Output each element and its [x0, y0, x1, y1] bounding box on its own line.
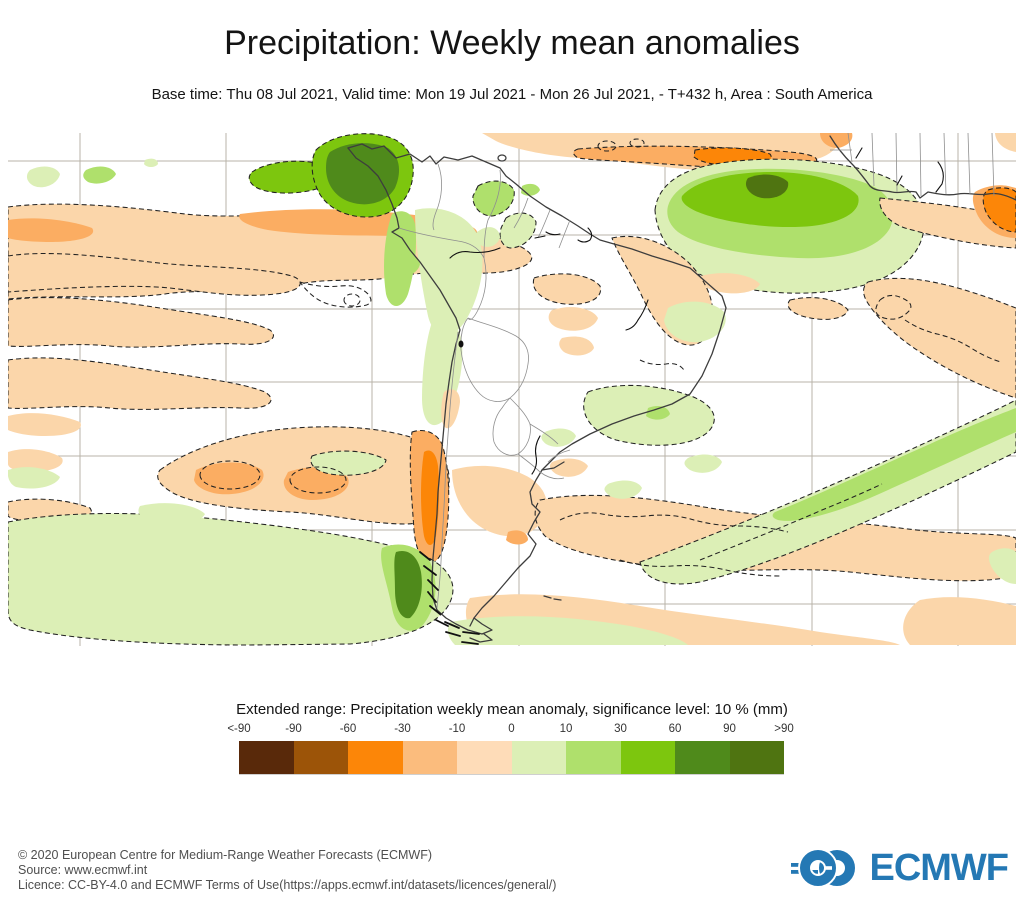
significance-contours: [199, 138, 1002, 577]
legend-swatch: [239, 741, 294, 774]
legend-tick-label: 90: [723, 723, 736, 735]
anomaly-fill-regions: [8, 133, 1016, 646]
legend-swatch: [566, 741, 621, 774]
licence-text: Licence: CC-BY-4.0 and ECMWF Terms of Us…: [18, 878, 557, 892]
legend-tick-label: -30: [394, 723, 411, 735]
footer: © 2020 European Centre for Medium-Range …: [18, 848, 556, 893]
legend-tick-label: >90: [774, 723, 794, 735]
legend-tick-label: <-90: [227, 723, 251, 735]
legend-swatch: [511, 741, 566, 774]
ecmwf-logo: ECMWF: [791, 845, 1009, 891]
colorbar-ticks: <-90 -90 -60 -30 -10 0 10 30 60 90 >90: [227, 723, 793, 738]
legend-swatch: [457, 741, 512, 774]
legend-swatch: [402, 741, 457, 774]
legend-swatch: [348, 741, 403, 774]
copyright-text: © 2020 European Centre for Medium-Range …: [18, 848, 433, 862]
ecmwf-logo-text: ECMWF: [869, 847, 1009, 889]
page-title: Precipitation: Weekly mean anomalies: [224, 24, 800, 62]
legend-tick-label: 10: [559, 723, 573, 735]
source-text: Source: www.ecmwf.int: [18, 863, 148, 877]
colorbar-swatches: [239, 741, 784, 775]
colorbar: <-90 -90 -60 -30 -10 0 10 30 60 90 >90: [227, 723, 794, 775]
legend-swatch: [293, 741, 348, 774]
map-coastlines: [347, 133, 1016, 645]
legend-swatch: [620, 741, 675, 774]
ecmwf-logo-mark: [791, 848, 856, 888]
legend-tick-label: -60: [339, 723, 357, 735]
legend-tick-label: 60: [668, 723, 682, 735]
legend-swatch: [675, 741, 730, 774]
legend-tick-label: -10: [448, 723, 466, 735]
legend-tick-label: 0: [508, 723, 515, 735]
legend-swatch: [729, 741, 784, 774]
anomaly-map: [8, 133, 1016, 646]
legend-title: Extended range: Precipitation weekly mea…: [236, 701, 788, 718]
legend-tick-label: 30: [614, 723, 627, 735]
legend-tick-label: -90: [285, 723, 302, 735]
chart-subtitle: Base time: Thu 08 Jul 2021, Valid time: …: [151, 86, 873, 103]
